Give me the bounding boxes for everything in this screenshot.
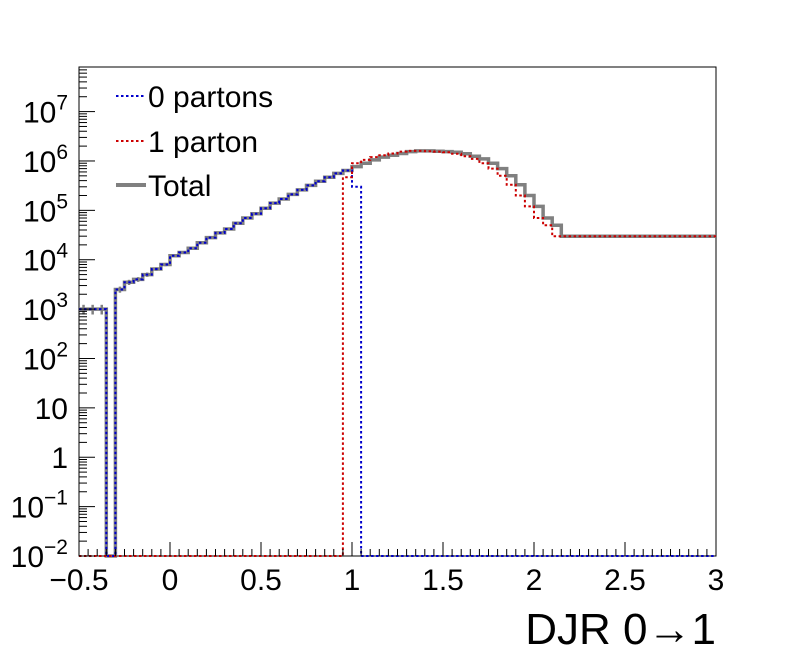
x-tick-label: 2.5 [604, 564, 646, 597]
axes-layer: −0.5 0 0.5 1 1.5 2 2.5 3 10−2 10−1 1 10 102 103 104 105… [11, 66, 725, 597]
histogram-layer [79, 149, 716, 558]
y-tick-label: 10−2 [11, 536, 68, 574]
y-tick-label: 102 [23, 338, 68, 376]
x-tick-label: 1.5 [422, 564, 464, 597]
y-tick-label: 1 [51, 442, 68, 475]
legend-label-0-partons: 0 partons [148, 81, 273, 114]
x-tick-label: 2 [526, 564, 543, 597]
legend-label-total: Total [148, 170, 211, 203]
legend: 0 partons 1 parton Total [116, 81, 273, 203]
x-axis-title: DJR 0→1 [525, 605, 716, 654]
y-tick-label: 10 [35, 393, 68, 426]
x-tick-label: −0.5 [49, 564, 108, 597]
series-line-1-parton [79, 149, 716, 557]
y-tick-label: 103 [23, 289, 68, 327]
legend-label-1-parton: 1 parton [148, 126, 258, 159]
y-tick-label: 105 [23, 190, 68, 228]
y-tick-label: 104 [23, 240, 68, 278]
y-tick-label: 106 [23, 141, 68, 179]
x-tick-label: 1 [344, 564, 361, 597]
x-tick-label: 0.5 [240, 564, 282, 597]
x-tick-label: 3 [708, 564, 725, 597]
x-tick-label: 0 [162, 564, 179, 597]
y-tick-label: 107 [23, 92, 68, 130]
y-tick-label: 10−1 [11, 487, 68, 525]
series-line-0-partons [79, 169, 716, 557]
